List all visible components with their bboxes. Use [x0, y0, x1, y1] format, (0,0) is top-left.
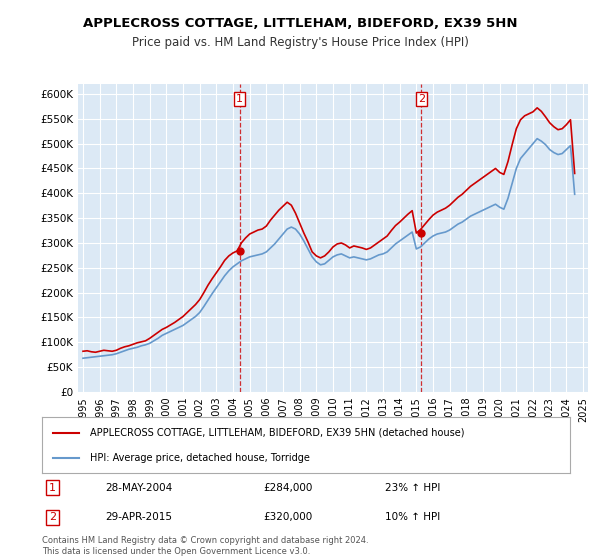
Text: 28-MAY-2004: 28-MAY-2004 [106, 483, 173, 493]
Text: £320,000: £320,000 [264, 512, 313, 522]
Text: 2: 2 [49, 512, 56, 522]
Text: APPLECROSS COTTAGE, LITTLEHAM, BIDEFORD, EX39 5HN: APPLECROSS COTTAGE, LITTLEHAM, BIDEFORD,… [83, 17, 517, 30]
Text: APPLECROSS COTTAGE, LITTLEHAM, BIDEFORD, EX39 5HN (detached house): APPLECROSS COTTAGE, LITTLEHAM, BIDEFORD,… [89, 428, 464, 438]
Text: £284,000: £284,000 [264, 483, 313, 493]
Text: HPI: Average price, detached house, Torridge: HPI: Average price, detached house, Torr… [89, 452, 310, 463]
Text: 29-APR-2015: 29-APR-2015 [106, 512, 172, 522]
Text: 1: 1 [236, 94, 243, 104]
Text: Contains HM Land Registry data © Crown copyright and database right 2024.
This d: Contains HM Land Registry data © Crown c… [42, 536, 368, 556]
Text: 23% ↑ HPI: 23% ↑ HPI [385, 483, 440, 493]
Text: 10% ↑ HPI: 10% ↑ HPI [385, 512, 440, 522]
Text: Price paid vs. HM Land Registry's House Price Index (HPI): Price paid vs. HM Land Registry's House … [131, 36, 469, 49]
Text: 1: 1 [49, 483, 56, 493]
Text: 2: 2 [418, 94, 425, 104]
